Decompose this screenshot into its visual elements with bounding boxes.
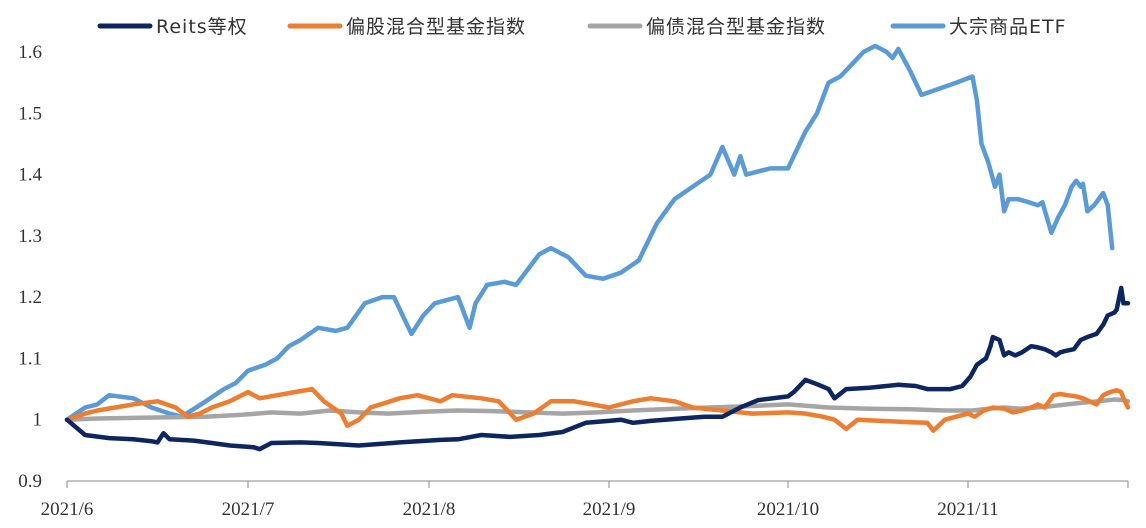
x-tick-label: 2021/8 (403, 499, 456, 520)
y-tick-label: 1.4 (18, 165, 42, 186)
y-tick-label: 1.6 (18, 42, 42, 63)
y-tick-label: 1.3 (18, 226, 42, 247)
legend-label: 偏股混合型基金指数 (346, 16, 526, 38)
x-tick-label: 2021/11 (937, 499, 999, 520)
y-tick-label: 1.2 (18, 287, 42, 308)
x-tick-label: 2021/7 (222, 499, 275, 520)
y-tick-label: 1 (33, 410, 43, 431)
x-tick-label: 2021/6 (41, 499, 94, 520)
series-line-3 (64, 44, 1115, 422)
x-tick-label: 2021/10 (757, 499, 819, 520)
legend-label: 大宗商品ETF (949, 16, 1067, 38)
y-tick-label: 0.9 (18, 471, 42, 492)
plot-area (64, 44, 1131, 452)
y-tick-label: 1.5 (18, 103, 42, 124)
series-line-0 (64, 285, 1131, 452)
chart-legend: Reits等权 偏股混合型基金指数 偏债混合型基金指数 大宗商品ETF (97, 16, 1067, 38)
legend-label: 偏债混合型基金指数 (646, 16, 826, 38)
series-line-1 (64, 386, 1131, 433)
y-axis: 0.9 1 1.1 1.2 1.3 1.4 1.5 1.6 (18, 42, 42, 492)
y-tick-label: 1.1 (18, 348, 42, 369)
x-tick-label: 2021/9 (583, 499, 636, 520)
x-axis: 2021/6 2021/7 2021/8 2021/9 2021/10 2021/11 (41, 480, 1129, 520)
legend-label: Reits等权 (156, 16, 248, 38)
